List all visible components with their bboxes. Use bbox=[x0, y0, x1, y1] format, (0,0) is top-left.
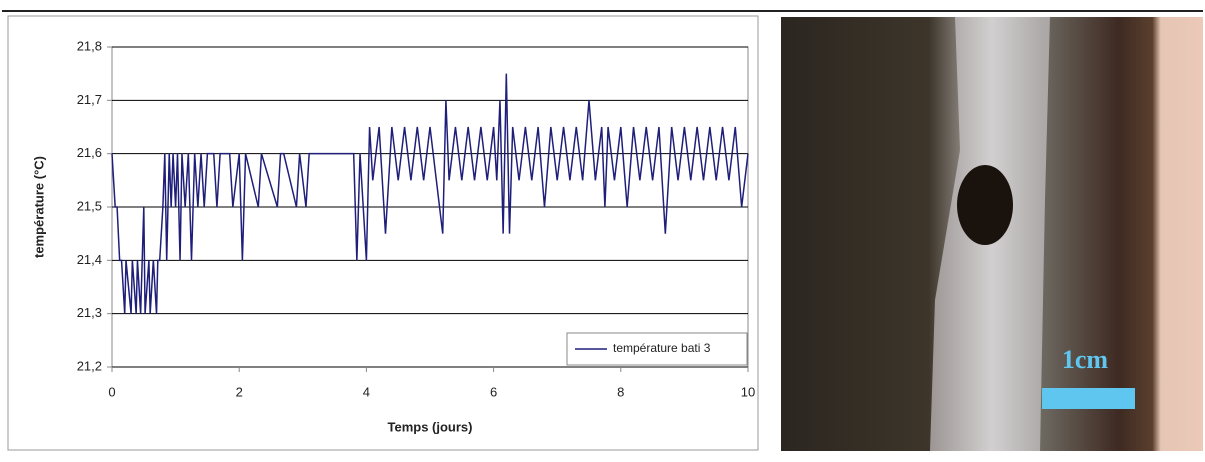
scale-bar bbox=[1042, 388, 1135, 409]
x-tick-label: 8 bbox=[617, 384, 624, 399]
x-tick-label: 6 bbox=[490, 384, 497, 399]
x-tick-label: 4 bbox=[363, 384, 370, 399]
y-tick-label: 21,8 bbox=[77, 38, 102, 53]
y-tick-label: 21,3 bbox=[77, 305, 102, 320]
x-tick-label: 2 bbox=[236, 384, 243, 399]
x-tick-label: 0 bbox=[108, 384, 115, 399]
legend-label: température bati 3 bbox=[613, 341, 711, 355]
photo-cavity bbox=[957, 165, 1013, 245]
y-tick-label: 21,2 bbox=[77, 358, 102, 373]
y-tick-label: 21,7 bbox=[77, 92, 102, 107]
y-tick-label: 21,5 bbox=[77, 198, 102, 213]
x-axis-label: Temps (jours) bbox=[388, 419, 473, 434]
x-tick-label: 10 bbox=[741, 384, 755, 399]
scale-label: 1cm bbox=[1062, 345, 1109, 374]
y-tick-label: 21,6 bbox=[77, 145, 102, 160]
photo: 1cm bbox=[781, 17, 1203, 451]
y-tick-label: 21,4 bbox=[77, 252, 102, 267]
top-rule bbox=[2, 10, 1203, 12]
line-series bbox=[111, 73, 749, 314]
y-axis-label: température (°C) bbox=[31, 156, 46, 258]
